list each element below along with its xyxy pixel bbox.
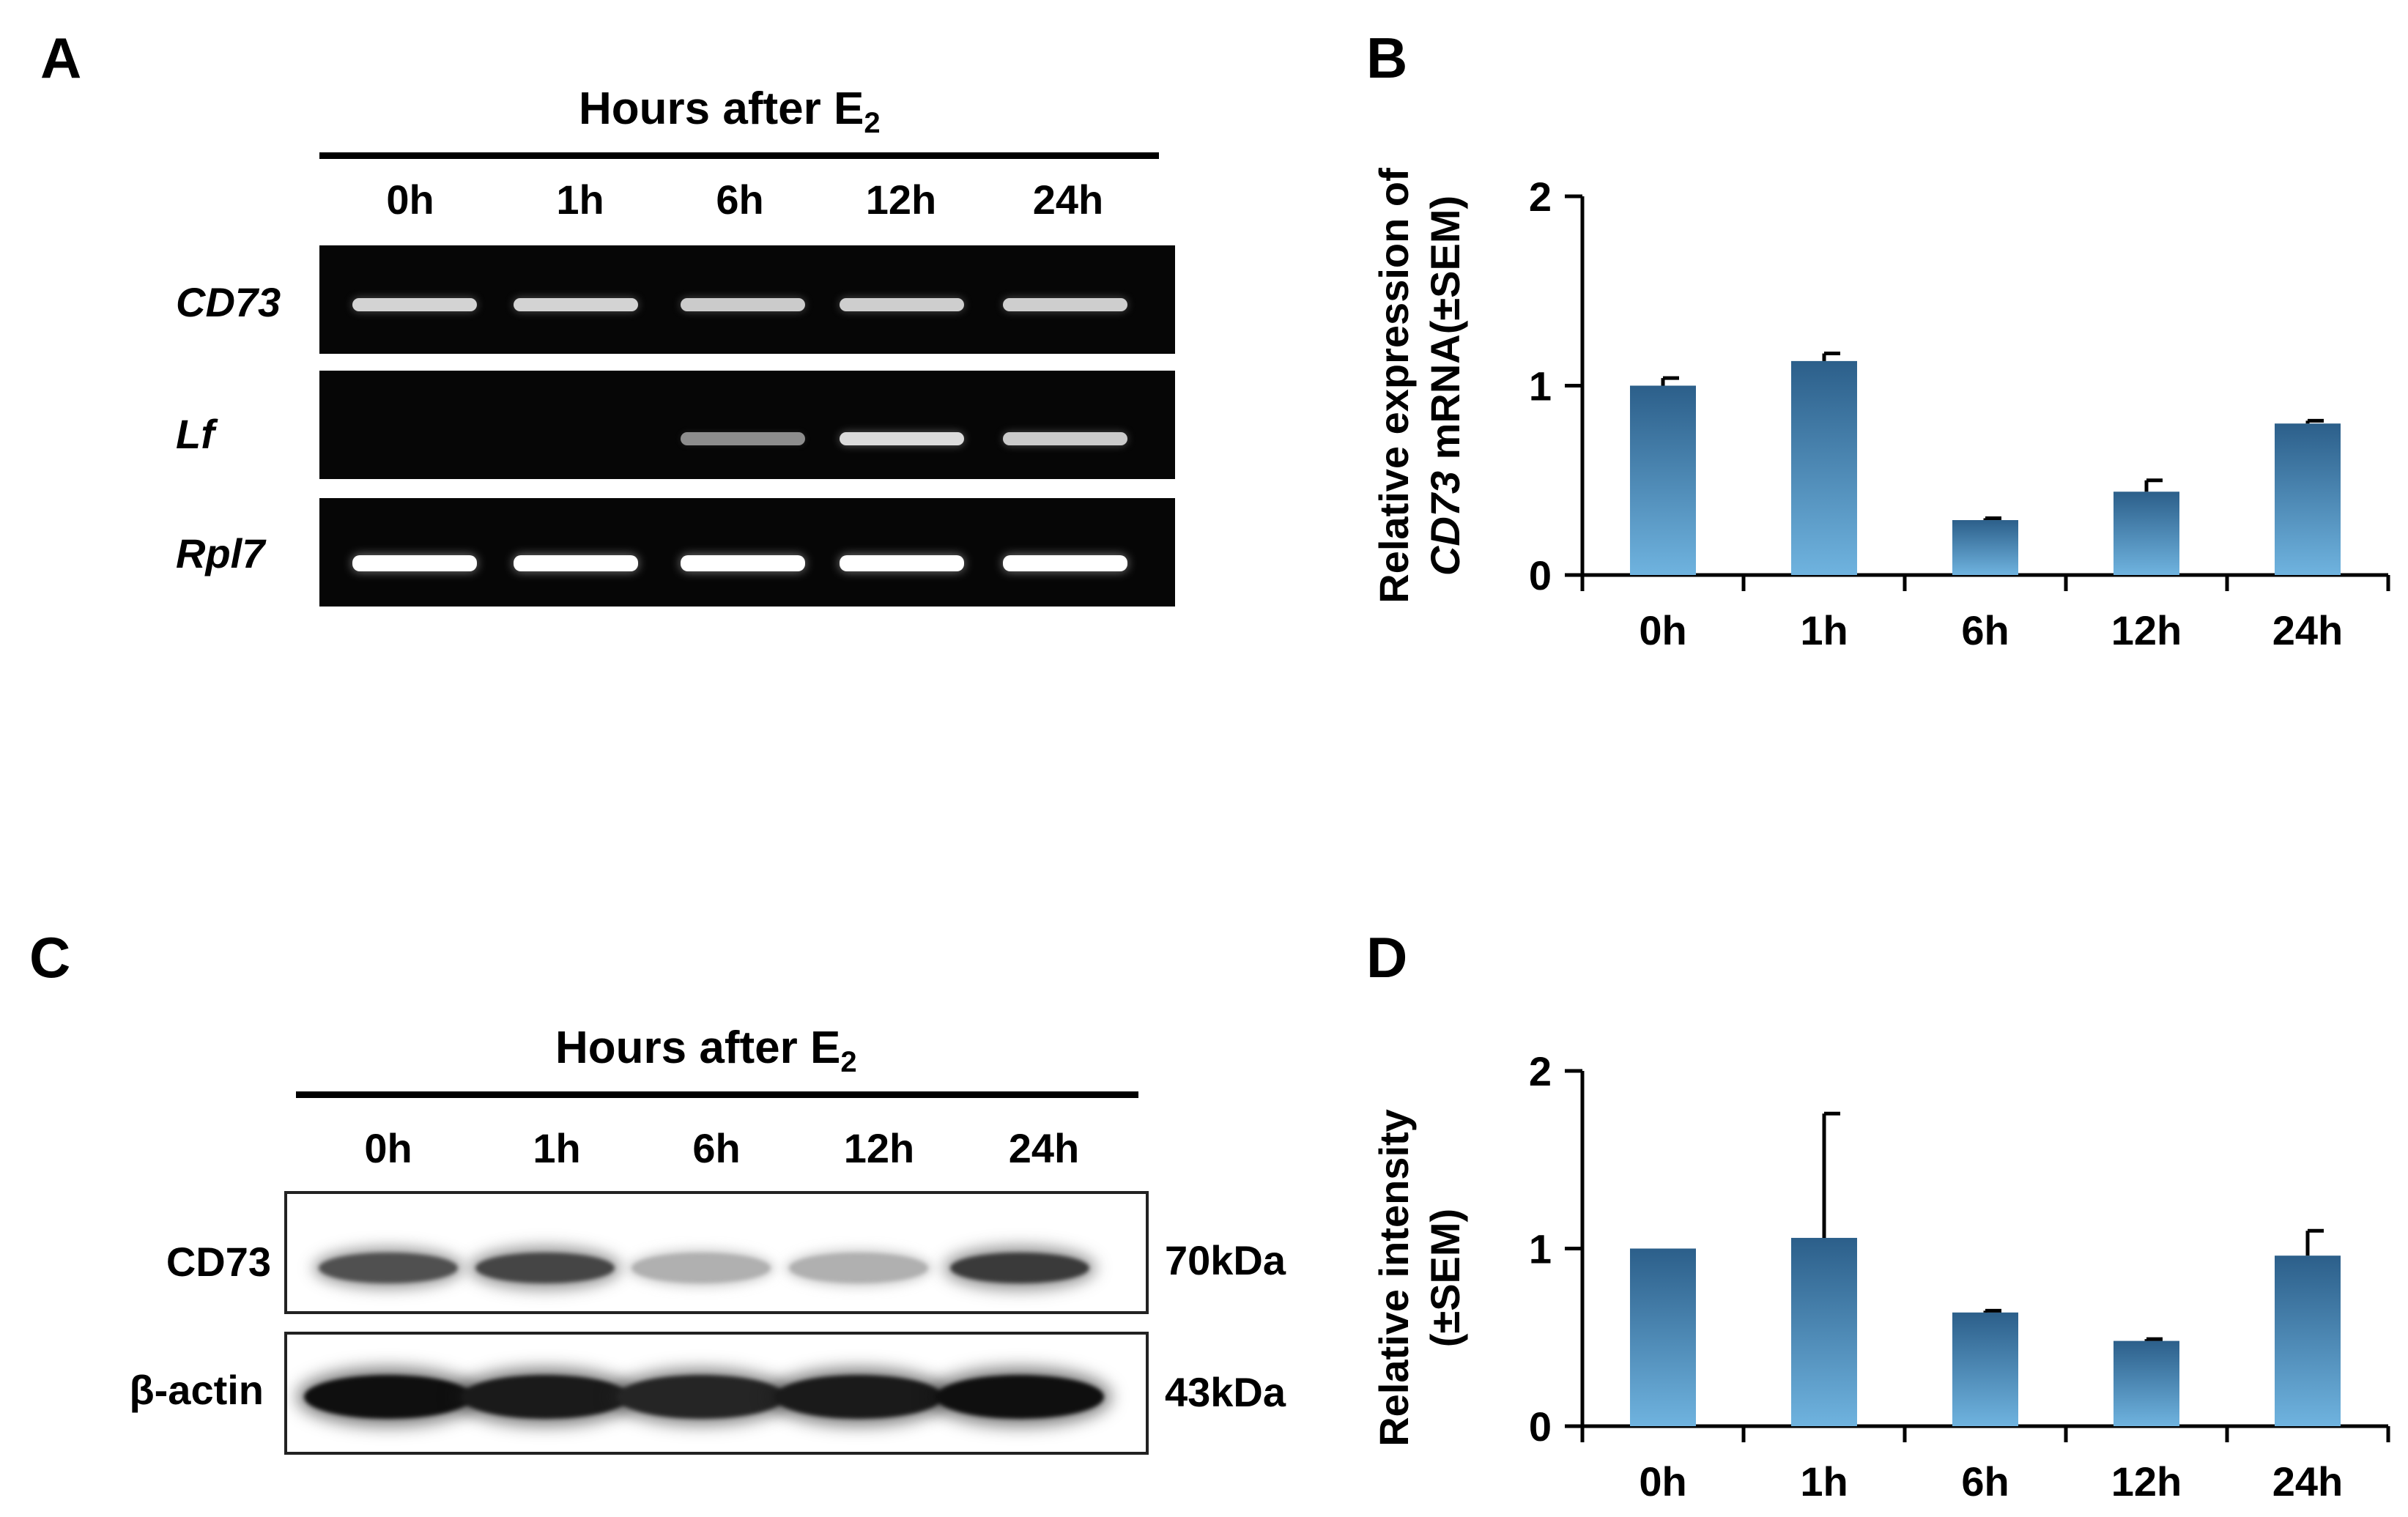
protein-label-beta-actin: β-actin [129,1367,264,1413]
panel-a-header: Hours after E2 [579,84,881,138]
d-x-tick-label: 6h [1961,1458,2009,1505]
b-bar [1630,385,1696,575]
panel-a-time-label: 1h [556,177,604,223]
panel-a-time-label: 0h [386,177,434,223]
gel-strip-cd73 [319,245,1175,354]
b-x-tick-label: 6h [1961,607,2009,653]
panel-c-time-label: 1h [533,1125,581,1171]
b-ylabel-line1: Relative expression of [1371,168,1417,604]
b-ylabel-italic: CD73 [1422,471,1468,576]
gene-label-rpl7: Rpl7 [176,530,265,576]
b-ylabel-rest: mRNA(±SEM) [1422,196,1468,471]
gel-band [1003,555,1127,571]
b-bar [2275,423,2341,575]
panel-c-time-label: 6h [692,1125,741,1171]
gel-band [681,298,805,311]
b-y-tick-label: 1 [1529,363,1552,409]
panel-a-time-label: 12h [865,177,937,223]
d-bar [1630,1248,1696,1426]
d-y-tick-label: 0 [1529,1403,1552,1450]
blot-band [631,1253,771,1283]
gene-label-cd73: CD73 [176,279,281,325]
blot-band [789,1253,928,1283]
b-bar [1791,360,1857,575]
gel-band [681,555,805,571]
panel-c-header-rule [296,1091,1138,1098]
panel-a-time-label: 6h [716,177,764,223]
gel-strip-rpl7 [319,498,1175,607]
d-y-tick-label: 2 [1529,1048,1552,1094]
protein-label-cd73: CD73 [166,1239,271,1285]
d-bar [1791,1237,1857,1426]
b-bar [2114,492,2179,575]
panel-a-header-subscript: 2 [864,107,881,139]
gene-label-lf: Lf [176,411,215,457]
gel-band [840,298,964,311]
panel-c-time-label: 12h [843,1125,915,1171]
d-bar [2275,1255,2341,1426]
gel-band [352,298,477,311]
gel-band [840,555,964,571]
blot-band [461,1375,629,1419]
gel-band [1003,298,1127,311]
gel-band [514,298,638,311]
panel-c-time-label: 0h [364,1125,412,1171]
d-ylabel-line1: Relative intensity [1371,1109,1417,1447]
chart-b: 0 1 2 0h 1h 6h 12h 24h Relative expression of CD7… [1371,168,2390,653]
d-bar [2114,1340,2179,1426]
panel-letter-c: C [29,925,71,990]
blot-band [617,1375,785,1419]
blot-strip-beta-actin [284,1332,1149,1455]
gel-band [681,432,805,445]
chart-d: 0 1 2 0h 1h 6h 12h 24h Relative intensity (±SEM) [1371,1048,2390,1505]
b-y-tick-label: 0 [1529,552,1552,598]
b-y-tick-label: 2 [1529,174,1552,220]
b-x-tick-label: 24h [2272,607,2344,653]
d-x-tick-label: 12h [2111,1458,2182,1505]
blot-band [774,1375,943,1419]
d-x-tick-label: 0h [1639,1458,1686,1505]
blot-strip-cd73 [284,1191,1149,1314]
gel-band [840,432,964,445]
panel-c-header-text: Hours after E [555,1023,841,1073]
panel-c-header-subscript: 2 [840,1046,857,1078]
d-ylabel-line2: (±SEM) [1422,1209,1468,1347]
panel-c-header: Hours after E2 [555,1023,857,1078]
b-x-tick-label: 1h [1800,607,1848,653]
blot-band [936,1375,1104,1419]
d-x-tick-label: 1h [1800,1458,1848,1505]
b-x-tick-label: 0h [1639,607,1686,653]
panel-letter-d: D [1366,925,1408,990]
blot-band [304,1375,473,1419]
panel-a-time-label: 24h [1032,177,1104,223]
d-x-tick-label: 24h [2272,1458,2344,1505]
size-label-43kda: 43kDa [1165,1369,1286,1415]
panel-c-time-label: 24h [1008,1125,1080,1171]
gel-strip-lf [319,371,1175,479]
gel-band [1003,432,1127,445]
gel-band [514,555,638,571]
blot-band [475,1253,615,1283]
panel-a-header-text: Hours after E [579,84,864,134]
size-label-70kda: 70kDa [1165,1237,1286,1283]
b-bar [1952,520,2018,575]
blot-band [950,1253,1089,1283]
panel-a-header-rule [319,152,1159,159]
d-y-tick-label: 1 [1529,1226,1552,1272]
d-bar [1952,1312,2018,1426]
b-ylabel-line2: CD73 mRNA(±SEM) [1422,196,1468,576]
panel-letter-a: A [40,26,82,90]
gel-band [352,555,477,571]
blot-band [319,1253,458,1283]
panel-letter-b: B [1366,26,1408,90]
b-x-tick-label: 12h [2111,607,2182,653]
